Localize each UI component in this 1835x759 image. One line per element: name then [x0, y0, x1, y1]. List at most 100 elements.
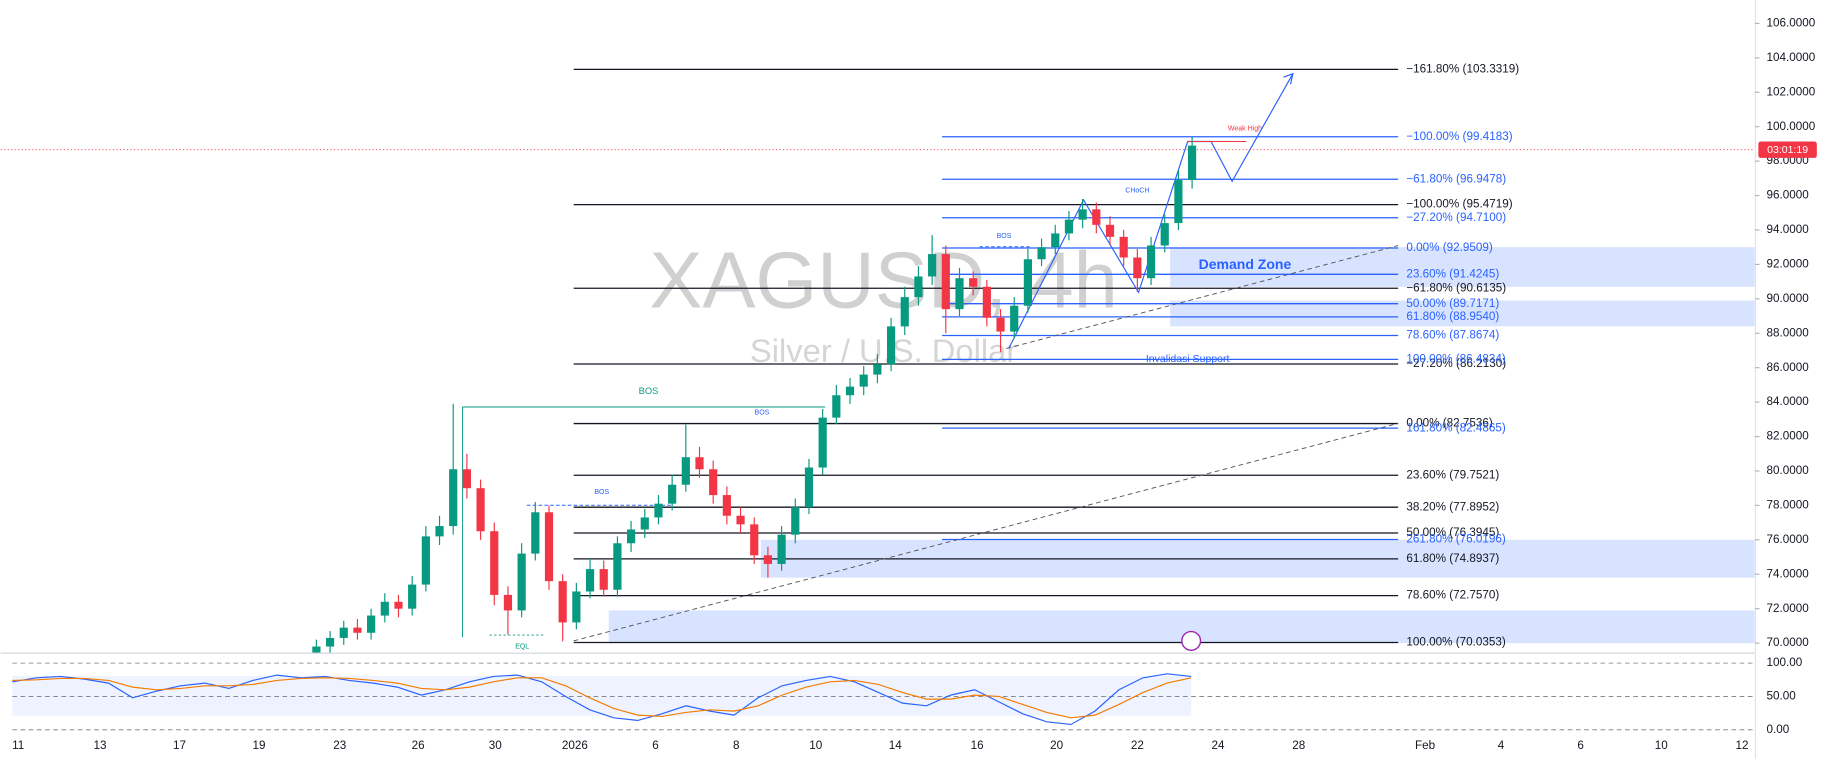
fib-label: 38.20% (77.8952) [1406, 500, 1499, 513]
y-tick-label: 88.0000 [1767, 326, 1810, 339]
candle-body [900, 297, 909, 327]
alert-icon[interactable] [1181, 630, 1202, 651]
rsi-pane: 100.00 50.00 0.00 [12, 656, 1803, 736]
y-tick-label: 90.0000 [1767, 292, 1810, 305]
candle-body [654, 503, 663, 518]
candle-body [818, 417, 827, 468]
x-tick-label: 2026 [562, 739, 588, 752]
candle-body [435, 526, 444, 537]
y-tick-label: 82.0000 [1767, 430, 1810, 443]
watermark-subtitle: Silver / U.S. Dollar [750, 332, 1017, 369]
candle-body [380, 601, 389, 616]
rsi-tick-label: 0.00 [1767, 723, 1790, 736]
fib-levels: −161.80% (103.3319) −100.00% (95.4719) −61… [573, 62, 1519, 649]
annotation: EQL [515, 644, 529, 651]
x-tick-label: 13 [94, 739, 107, 752]
candle-body [955, 278, 964, 310]
x-tick-label: Feb [1415, 739, 1436, 752]
x-tick-label: 22 [1131, 739, 1144, 752]
candle-body [845, 386, 855, 396]
x-tick-label: 30 [489, 739, 503, 752]
candle-body [1064, 219, 1074, 234]
x-tick-label: 6 [652, 739, 659, 752]
price-axis: 106.0000104.0000102.0000100.000098.00009… [1754, 17, 1816, 649]
fib-label: 61.80% (88.9540) [1406, 310, 1499, 323]
fib-label: −100.00% (99.4183) [1406, 130, 1512, 143]
zones [608, 247, 1755, 644]
candle-body [531, 512, 540, 554]
x-tick-label: 14 [889, 739, 903, 752]
candle-body [695, 457, 704, 470]
x-tick-label: 19 [253, 739, 266, 752]
x-tick-label: 20 [1050, 739, 1063, 752]
fib-label: −27.20% (86.2130) [1406, 357, 1506, 370]
candle-body [325, 637, 335, 647]
bos-line [462, 406, 826, 638]
y-tick-label: 106.0000 [1767, 17, 1816, 30]
candle-body [394, 601, 403, 609]
candle-body [462, 469, 471, 489]
candle-body [873, 364, 882, 375]
demand-zone [1170, 247, 1755, 287]
candle-body [791, 507, 800, 535]
fib-label: −61.80% (96.9478) [1406, 172, 1506, 185]
candle-body [777, 534, 786, 564]
x-tick-label: 6 [1577, 739, 1584, 752]
candle-body [585, 569, 595, 592]
fib-label: 23.60% (79.7521) [1406, 468, 1499, 481]
trend-line [1006, 245, 1399, 349]
annotation: BOS [594, 489, 609, 496]
arrow-head [1283, 72, 1294, 85]
candle-body [1133, 257, 1142, 279]
candle-body [928, 254, 937, 277]
candle-body [709, 469, 718, 496]
drawings: BOS BOS BOS BOS CHoCH Weak High EQL Inva… [0, 72, 1755, 651]
y-tick-label: 104.0000 [1767, 51, 1816, 64]
candle-body [490, 531, 499, 595]
rsi-line [12, 677, 1192, 719]
candle-body [736, 515, 745, 525]
candle-body [1119, 236, 1128, 258]
candle-body [613, 543, 622, 590]
x-tick-label: 28 [1292, 739, 1305, 752]
candle-body [476, 488, 485, 532]
y-tick-label: 80.0000 [1767, 464, 1810, 477]
trend-line [573, 422, 1399, 642]
candle-body [804, 467, 814, 508]
candle-body [1146, 245, 1156, 279]
x-tick-label: 17 [173, 739, 186, 752]
watermark: XAGUSD, 4h [649, 236, 1117, 325]
candle-body [832, 395, 841, 418]
candle-body [1160, 223, 1169, 246]
rsi-tick-label: 50.00 [1767, 690, 1797, 703]
candle-body [408, 584, 417, 609]
candle-body [544, 512, 554, 582]
candle-body [1010, 305, 1019, 332]
candle-body [1078, 209, 1087, 220]
x-tick-label: 23 [333, 739, 346, 752]
y-tick-label: 92.0000 [1767, 257, 1810, 270]
candle-body [572, 591, 581, 623]
fib-label: 23.60% (91.4245) [1406, 267, 1499, 280]
y-tick-label: 70.0000 [1767, 636, 1810, 649]
fib-label: −100.00% (95.4719) [1406, 198, 1512, 211]
fib-label: −27.20% (94.7100) [1406, 211, 1506, 224]
x-tick-label: 26 [412, 739, 425, 752]
candle-body [722, 495, 731, 516]
rsi-line [12, 673, 1192, 726]
candle-body [503, 594, 513, 611]
demand-zone [1170, 300, 1755, 327]
candle-body [750, 524, 759, 556]
candle-body [599, 569, 608, 590]
fib-label: 161.80% (82.4865) [1406, 421, 1506, 434]
fib-label: 0.00% (82.7536) [1406, 417, 1493, 430]
fib-label: 50.00% (76.3945) [1406, 526, 1499, 539]
candle-body [1188, 145, 1197, 181]
candle-body [558, 581, 567, 623]
fib-label: 78.60% (87.8674) [1406, 329, 1499, 342]
y-tick-label: 84.0000 [1767, 395, 1810, 408]
candle-body [996, 317, 1005, 332]
candle-body [449, 469, 458, 527]
